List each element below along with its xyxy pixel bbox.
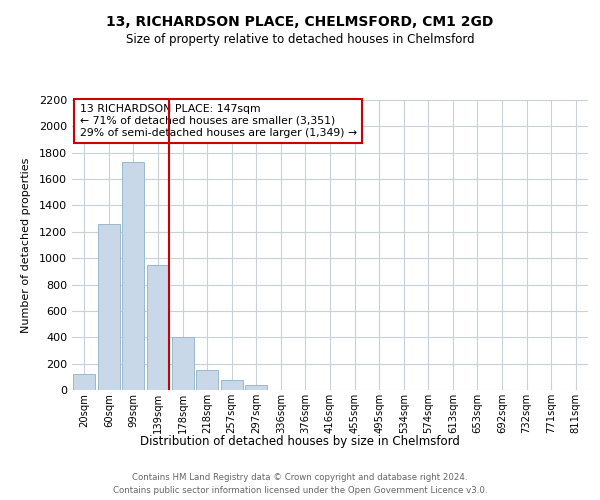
Text: 13, RICHARDSON PLACE, CHELMSFORD, CM1 2GD: 13, RICHARDSON PLACE, CHELMSFORD, CM1 2G… (106, 15, 494, 29)
Bar (73, 374, 95, 390)
Text: Distribution of detached houses by size in Chelmsford: Distribution of detached houses by size … (140, 435, 460, 448)
Text: 13 RICHARDSON PLACE: 147sqm
← 71% of detached houses are smaller (3,351)
29% of : 13 RICHARDSON PLACE: 147sqm ← 71% of det… (80, 104, 357, 138)
Bar (172, 336, 194, 390)
Bar (221, 380, 243, 390)
Text: Contains public sector information licensed under the Open Government Licence v3: Contains public sector information licen… (113, 486, 487, 495)
Text: Size of property relative to detached houses in Chelmsford: Size of property relative to detached ho… (125, 32, 475, 46)
Bar (98, 224, 120, 390)
Bar (196, 370, 218, 390)
Text: Contains HM Land Registry data © Crown copyright and database right 2024.: Contains HM Land Registry data © Crown c… (132, 472, 468, 482)
Bar (245, 386, 268, 390)
Bar (147, 265, 169, 390)
Bar (122, 162, 145, 390)
Y-axis label: Number of detached properties: Number of detached properties (20, 158, 31, 332)
